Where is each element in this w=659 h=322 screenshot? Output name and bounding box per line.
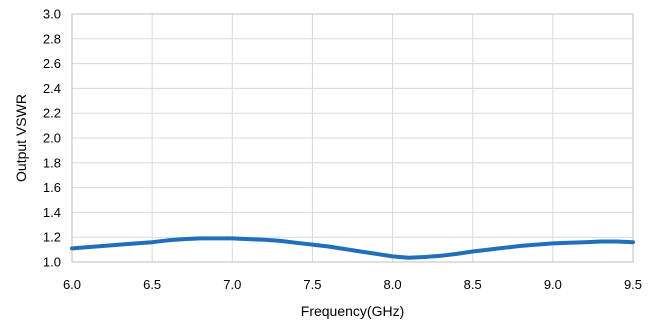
x-tick-label: 8.5 — [464, 277, 482, 292]
x-tick-label: 6.0 — [63, 277, 81, 292]
y-tick-label: 3.0 — [43, 7, 61, 22]
x-tick-label: 9.0 — [544, 277, 562, 292]
y-tick-label: 1.8 — [43, 155, 61, 170]
x-tick-label: 9.5 — [624, 277, 642, 292]
plot-area-frame — [71, 13, 634, 263]
x-tick-label: 7.0 — [223, 277, 241, 292]
series-line — [70, 236, 635, 260]
y-axis-title: Output VSWR — [13, 94, 29, 182]
y-tick-label: 2.0 — [43, 131, 61, 146]
series-layer — [70, 236, 635, 260]
y-gridlines — [72, 13, 633, 263]
y-tick-label: 2.8 — [43, 31, 61, 46]
y-tick-label: 2.2 — [43, 106, 61, 121]
y-tick-label: 2.6 — [43, 56, 61, 71]
y-tick-labels: 1.0 1.2 1.4 1.6 1.8 2.0 2.2 2.4 2.6 2.8 3.0 — [43, 7, 61, 270]
x-tick-label: 8.0 — [384, 277, 402, 292]
y-tick-label: 1.6 — [43, 180, 61, 195]
x-tick-label: 6.5 — [143, 277, 161, 292]
x-axis-title: Frequency(GHz) — [301, 303, 404, 319]
y-tick-label: 1.2 — [43, 230, 61, 245]
y-tick-label: 1.4 — [43, 205, 61, 220]
y-tick-label: 1.0 — [43, 255, 61, 270]
y-tick-label: 2.4 — [43, 81, 61, 96]
x-tick-label: 7.5 — [303, 277, 321, 292]
x-tick-labels: 6.0 6.5 7.0 7.5 8.0 8.5 9.0 9.5 — [63, 277, 642, 292]
